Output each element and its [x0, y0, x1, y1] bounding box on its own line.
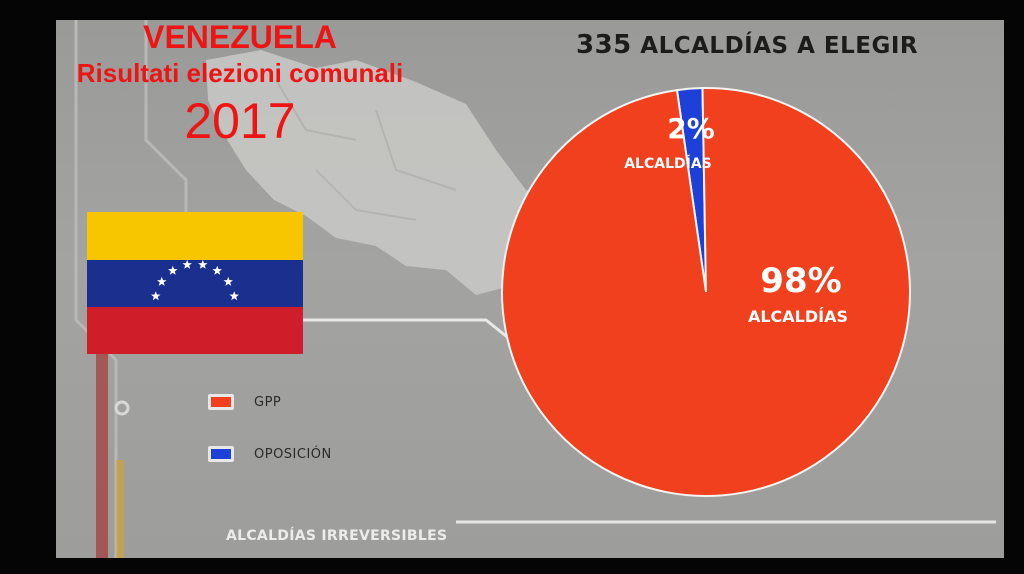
- flag-stars: [151, 259, 239, 301]
- overlay-subtitle: Risultati elezioni comunali: [76, 58, 404, 88]
- chart-header: 335 ALCALDÍAS A ELEGIR: [576, 30, 918, 60]
- legend-label-oposicion: OPOSICIÓN: [254, 446, 332, 462]
- header-text: ALCALDÍAS A ELEGIR: [640, 33, 919, 59]
- accent-stripe-yellow: [116, 460, 124, 558]
- pie-slice-gpp: [501, 87, 911, 497]
- header-count: 335: [576, 30, 632, 60]
- venezuela-map-silhouette: [206, 50, 566, 295]
- accent-stripe-red: [96, 350, 108, 558]
- flag-star: [223, 276, 234, 286]
- flag-star: [168, 265, 178, 275]
- legend: GPP OPOSICIÓN: [208, 388, 332, 492]
- venezuela-flag: [87, 212, 303, 354]
- flag-stripe-yellow: [87, 212, 303, 260]
- footer-caption: ALCALDÍAS IRREVERSIBLES: [226, 528, 448, 544]
- legend-swatch-gpp: [208, 394, 234, 410]
- data-label-oposicion-value: 2%: [667, 112, 715, 145]
- flag-star: [151, 291, 161, 301]
- flag-star: [198, 259, 208, 269]
- legend-swatch-oposicion: [208, 446, 234, 462]
- overlay-title: VENEZUELA Risultati elezioni comunali 20…: [0, 18, 490, 152]
- flag-stripe-red: [87, 307, 303, 354]
- legend-item-oposicion: OPOSICIÓN: [208, 440, 332, 468]
- flag-stripe-blue: [87, 260, 303, 307]
- data-label-gpp-sublabel: ALCALDÍAS: [748, 307, 848, 326]
- pie-chart: 98% ALCALDÍAS 2% ALCALDÍAS: [501, 87, 911, 497]
- legend-label-gpp: GPP: [254, 394, 282, 410]
- overlay-year: 2017: [184, 93, 296, 149]
- data-label-oposicion-sublabel: ALCALDÍAS: [624, 155, 712, 172]
- flag-star: [212, 265, 222, 275]
- data-label-gpp-value: 98%: [760, 261, 841, 301]
- legend-item-gpp: GPP: [208, 388, 332, 416]
- flag-star: [182, 259, 192, 269]
- overlay-country: VENEZUELA: [143, 19, 337, 55]
- circuit-node: [114, 400, 130, 416]
- flag-star: [229, 291, 239, 301]
- map-inner-lines: [275, 79, 457, 221]
- flag-star: [156, 276, 167, 286]
